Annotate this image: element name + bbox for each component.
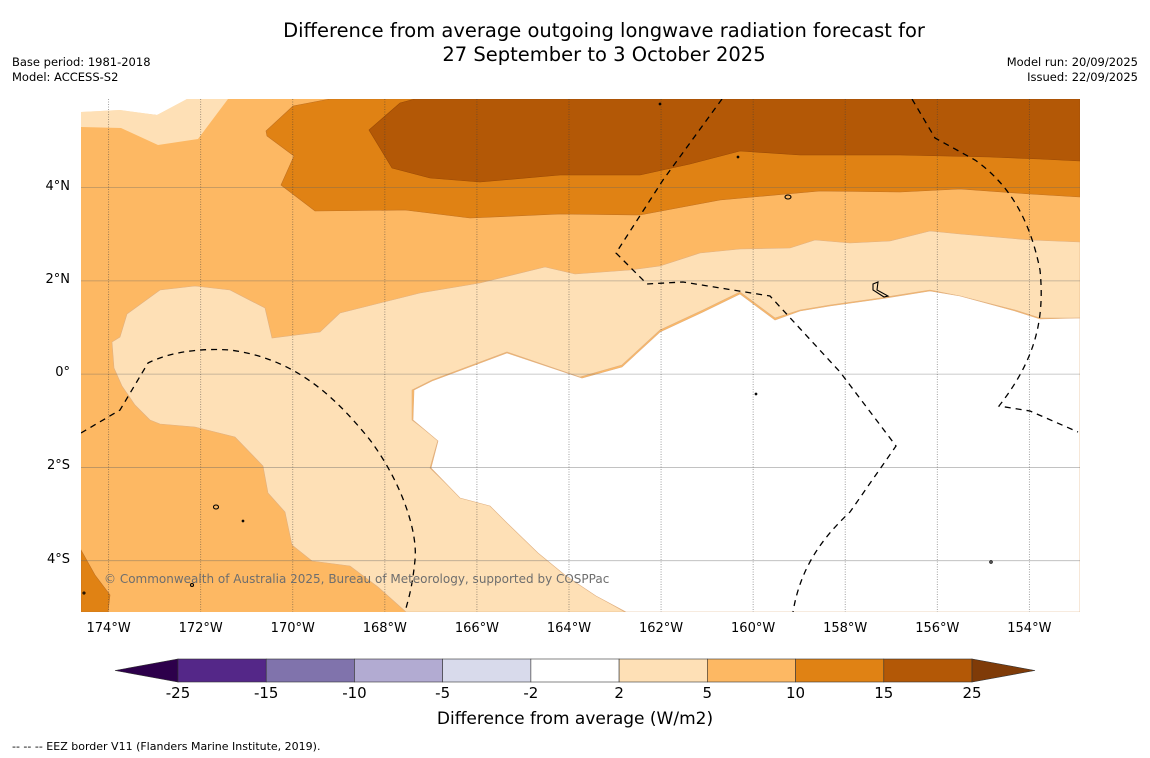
island-2 [241, 519, 245, 523]
eez-legend: -- -- -- EEZ border V11 (Flanders Marine… [12, 740, 321, 753]
lon-tick-label: 158°W [823, 621, 868, 636]
model-name: Model: ACCESS-S2 [12, 70, 119, 84]
colorbar-bin [618, 658, 708, 683]
lon-tick-label: 162°W [638, 621, 684, 636]
region-neutral-corner [81, 99, 187, 115]
island-tabuaeran [784, 194, 792, 200]
colorbar-bin [883, 658, 973, 683]
island-kiritimati [872, 281, 890, 298]
lat-tick-label: 2°S [46, 458, 70, 474]
base-period: Base period: 1981-2018 [12, 55, 151, 69]
eez-borders [81, 99, 1079, 612]
region-2-5-topleft-band [81, 99, 228, 145]
colorbar-tick-label: -5 [435, 684, 451, 702]
lat-tick-label: 4°N [45, 178, 71, 194]
issued-date: Issued: 22/09/2025 [1027, 70, 1138, 84]
lon-tick-label: 174°W [86, 621, 131, 636]
colorbar-bin [354, 658, 443, 683]
lon-tick-label: 172°W [178, 621, 223, 636]
island-4 [658, 102, 662, 106]
island-3 [189, 582, 195, 588]
islands [82, 102, 993, 595]
lon-tick-label: 170°W [270, 621, 315, 636]
lat-tick-label: 4°S [46, 551, 70, 567]
colorbar-tick-label: -10 [342, 684, 367, 702]
colorbar-tick-label: 15 [874, 684, 894, 702]
contour-fills [81, 99, 1080, 612]
colorbar-tick-label: 5 [702, 684, 713, 702]
gridlines [81, 99, 1080, 612]
colorbar-bin [707, 658, 796, 683]
eez-border-east [911, 99, 1079, 433]
lon-tick-label: 164°W [546, 621, 592, 636]
colorbar-title: Difference from average (W/m2) [436, 709, 714, 729]
colorbar-tick-label: 25 [962, 684, 982, 702]
colorbar-arrow-low [114, 658, 179, 683]
colorbar-bin [442, 658, 532, 683]
colorbar-bin [530, 658, 620, 683]
title-line-1: Difference from average outgoing longwav… [283, 19, 925, 42]
region-neutral [412, 290, 1080, 612]
region-2-5 [111, 230, 1080, 612]
chart-title: Difference from average outgoing longwav… [0, 19, 1150, 67]
lon-tick-label: 168°W [362, 621, 407, 636]
colorbar-tick-label: -15 [253, 684, 279, 702]
colorbar-bin [265, 658, 355, 683]
colorbar-bin [795, 658, 885, 683]
colorbar-tick-label: 10 [786, 684, 806, 702]
colorbar-arrow-high [971, 658, 1036, 683]
island-5 [736, 155, 740, 159]
copyright-text: © Commonwealth of Australia 2025, Bureau… [104, 572, 610, 586]
region-15-25 [368, 99, 1080, 183]
lon-tick-label: 166°W [454, 621, 499, 636]
lon-tick-label: 156°W [915, 621, 960, 636]
meta-right: Model run: 20/09/2025 Issued: 22/09/2025 [1007, 55, 1138, 85]
model-run: Model run: 20/09/2025 [1006, 55, 1138, 69]
region-10-15-southwest [81, 549, 111, 612]
colorbar-tick-label: 2 [614, 684, 624, 702]
colorbar [114, 658, 1036, 683]
colorbar-tick-label: -25 [165, 684, 191, 702]
colorbar-bin [177, 658, 267, 683]
title-line-2: 27 September to 3 October 2025 [442, 43, 766, 66]
lon-tick-label: 160°W [731, 621, 776, 636]
lon-tick-label: 154°W [1007, 621, 1052, 636]
island-6 [754, 392, 758, 396]
eez-border-kiribati-west [81, 348, 416, 612]
lat-tick-label: 0° [55, 365, 70, 381]
colorbar-tick-label: -2 [523, 684, 539, 702]
island-8 [82, 591, 86, 595]
island-7 [989, 560, 993, 564]
lat-tick-label: 2°N [45, 271, 71, 287]
island-1 [212, 504, 220, 510]
meta-left: Base period: 1981-2018 Model: ACCESS-S2 [12, 55, 151, 85]
